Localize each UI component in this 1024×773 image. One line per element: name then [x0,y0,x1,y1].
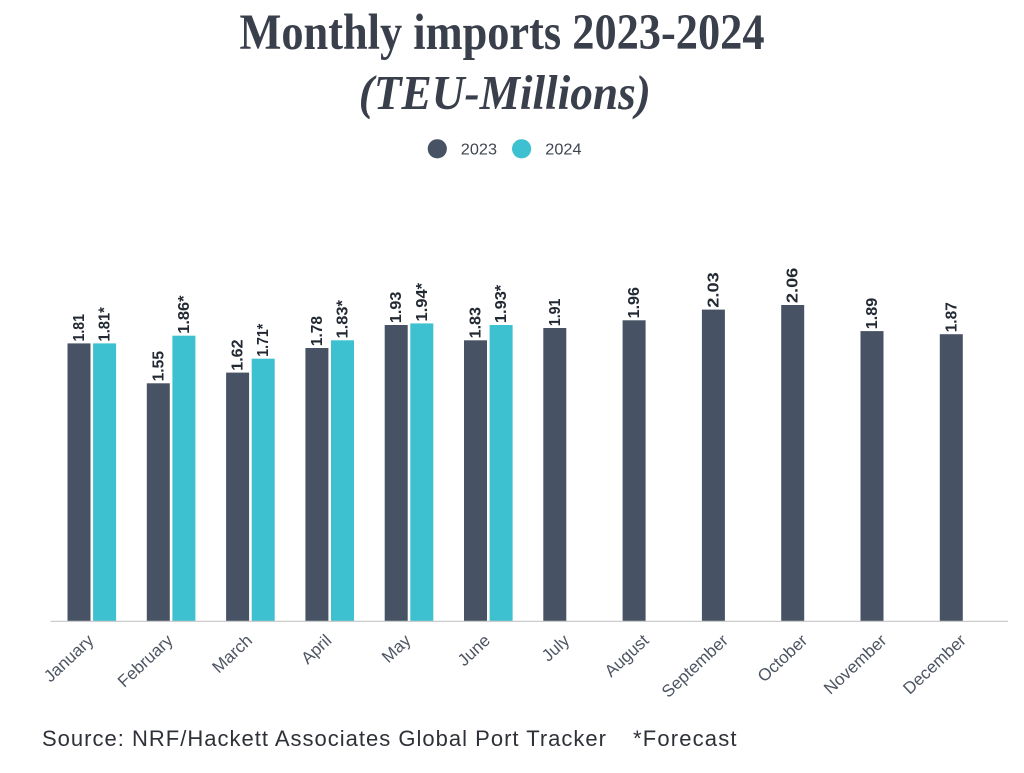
svg-text:May: May [378,630,415,666]
svg-text:1.83: 1.83 [468,307,485,339]
svg-text:September: September [658,631,732,702]
svg-text:June: June [454,631,494,670]
svg-text:1.62: 1.62 [230,339,247,370]
svg-text:1.55: 1.55 [150,351,167,381]
svg-text:1.93*: 1.93* [493,284,510,323]
svg-text:1.94*: 1.94* [414,282,431,321]
svg-text:1.81*: 1.81* [97,306,114,341]
svg-text:January: January [40,630,98,685]
svg-text:*Forecast: *Forecast [633,726,737,751]
svg-text:1.91: 1.91 [547,299,564,327]
svg-text:2.03: 2.03 [705,272,722,308]
svg-text:1.96: 1.96 [626,287,643,319]
svg-text:April: April [297,631,335,668]
svg-text:August: August [601,631,653,681]
svg-text:March: March [209,631,257,677]
svg-text:February: February [114,630,177,691]
svg-text:2024: 2024 [545,142,581,159]
svg-text:July: July [538,630,573,665]
svg-text:1.93: 1.93 [388,292,405,324]
svg-text:November: November [820,631,891,699]
svg-text:1.81: 1.81 [71,314,88,342]
svg-text:Source: NRF/Hackett Associates: Source: NRF/Hackett Associates Global Po… [42,726,606,751]
svg-text:Monthly imports 2023-2024: Monthly imports 2023-2024 [240,5,765,61]
svg-text:1.89: 1.89 [864,298,881,330]
svg-text:1.86*: 1.86* [176,295,193,334]
svg-text:1.78: 1.78 [309,316,326,346]
svg-text:2.06: 2.06 [785,268,802,304]
svg-text:1.87: 1.87 [943,302,960,332]
svg-text:October: October [754,631,811,686]
svg-text:December: December [899,631,970,699]
svg-text:2023: 2023 [461,142,497,159]
svg-text:1.83*: 1.83* [335,299,352,338]
svg-text:1.71*: 1.71* [255,323,272,357]
svg-text:(TEU-Millions): (TEU-Millions) [359,65,651,120]
